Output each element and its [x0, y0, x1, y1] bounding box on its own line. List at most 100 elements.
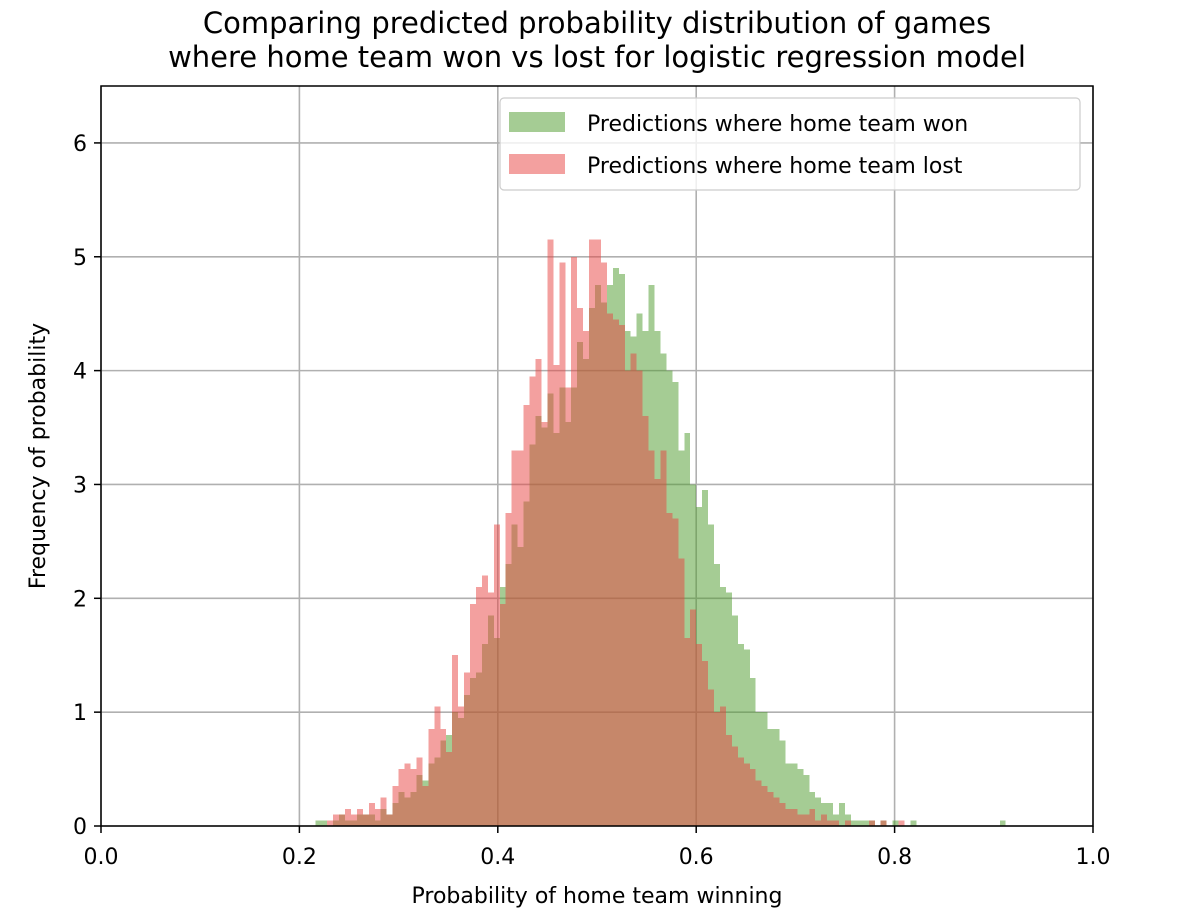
x-tick-label: 1.0	[1076, 845, 1111, 870]
histogram-bar	[440, 729, 447, 826]
histogram-bar	[547, 239, 554, 826]
histogram-bar	[648, 450, 655, 826]
histogram-bar	[475, 586, 482, 826]
legend-box	[499, 97, 1081, 191]
histogram-bar	[892, 820, 899, 826]
histogram-bar	[767, 729, 774, 826]
histogram-bar	[606, 313, 613, 826]
histogram-bar	[731, 615, 738, 826]
histogram-bar	[356, 808, 363, 826]
legend: Predictions where home team won Predicti…	[499, 97, 1081, 191]
histogram-bar	[773, 729, 780, 826]
histogram-bar	[797, 814, 804, 826]
histogram-bar	[749, 769, 756, 826]
legend-swatch-won	[509, 112, 565, 132]
histogram-bar	[392, 786, 399, 826]
histogram-bar	[517, 450, 524, 826]
histogram-bar	[589, 239, 596, 826]
histogram-bar	[696, 643, 703, 826]
histogram-bar	[541, 421, 548, 826]
y-tick-label: 2	[73, 587, 87, 612]
histogram-bar	[535, 359, 542, 826]
histogram-bar	[642, 416, 649, 826]
histogram-bar	[458, 706, 465, 826]
histogram-bar	[755, 712, 762, 826]
histogram-bar	[374, 808, 381, 826]
histogram-bar	[368, 803, 375, 826]
histogram-bar	[505, 512, 512, 826]
histogram-bar	[737, 757, 744, 826]
histogram-bar	[434, 706, 441, 826]
histogram-bar	[636, 370, 643, 826]
histogram-bar	[743, 649, 750, 826]
histogram-bar	[315, 820, 322, 826]
histogram-bar	[398, 769, 405, 826]
histogram-bar	[898, 820, 905, 826]
histogram-bar	[785, 763, 792, 826]
histogram-bar	[779, 740, 786, 826]
histogram-bar	[999, 820, 1006, 826]
histogram-bar	[624, 370, 631, 826]
x-axis-label: Probability of home team winning	[412, 884, 783, 909]
histogram-bar	[761, 712, 768, 826]
histogram-bar	[862, 820, 869, 826]
histogram-bar	[845, 820, 851, 826]
histogram-bar	[583, 330, 590, 826]
histogram-bar	[327, 820, 334, 826]
histogram-bar	[612, 319, 619, 826]
histogram-bar	[321, 820, 328, 826]
histogram-bar	[720, 706, 726, 826]
histogram-bar	[815, 820, 822, 826]
series-lost	[327, 239, 905, 826]
histogram-bar	[690, 609, 697, 826]
histogram-bar	[559, 262, 566, 826]
x-tick-label: 0.0	[84, 845, 119, 870]
histogram-bar	[797, 769, 804, 826]
histogram-bar	[809, 808, 816, 826]
histogram-bar	[565, 387, 572, 826]
x-tick-label: 0.2	[282, 845, 317, 870]
histogram-bar	[350, 814, 357, 826]
histogram-bar	[767, 791, 774, 826]
chart-title-line-1: Comparing predicted probability distribu…	[203, 6, 991, 40]
histogram-bar	[868, 820, 875, 826]
histogram-bar	[499, 604, 506, 826]
legend-swatch-lost	[509, 154, 565, 174]
x-tick-label: 0.8	[877, 845, 912, 870]
histogram-bar	[815, 797, 822, 826]
histogram-bar	[803, 814, 810, 826]
histogram-bar	[660, 450, 667, 826]
histogram-bar	[833, 820, 840, 826]
y-tick-label: 3	[73, 473, 87, 498]
histogram-bar	[821, 814, 828, 826]
histogram-bar	[880, 820, 887, 826]
histogram-bar	[684, 638, 691, 826]
histogram-bar	[725, 734, 732, 826]
legend-label-lost: Predictions where home team lost	[587, 154, 963, 179]
plot-frame	[100, 85, 1094, 827]
histogram-bar	[761, 786, 768, 826]
histogram-bar	[416, 757, 423, 826]
histogram-bar	[470, 604, 476, 826]
histogram-bar	[410, 769, 417, 826]
histogram-bar	[910, 820, 917, 826]
histogram-bar	[481, 575, 488, 826]
y-tick-label: 6	[73, 132, 87, 157]
histogram-bar	[511, 450, 518, 826]
histogram-bar	[791, 808, 798, 826]
histogram-bar	[422, 786, 429, 826]
histogram-bar	[493, 524, 500, 826]
histogram-bar	[803, 774, 810, 826]
histogram-bar	[684, 433, 691, 826]
histogram-bar	[743, 763, 750, 826]
histogram-bar	[345, 808, 351, 826]
histogram-bar	[487, 592, 494, 826]
histogram-bar	[678, 558, 685, 826]
histogram-bar	[630, 353, 637, 826]
histogram-bar	[708, 524, 715, 826]
y-tick-label: 1	[73, 701, 87, 726]
histogram-bar	[702, 660, 709, 826]
histogram-bar	[464, 672, 471, 826]
histogram-bar	[839, 803, 845, 826]
